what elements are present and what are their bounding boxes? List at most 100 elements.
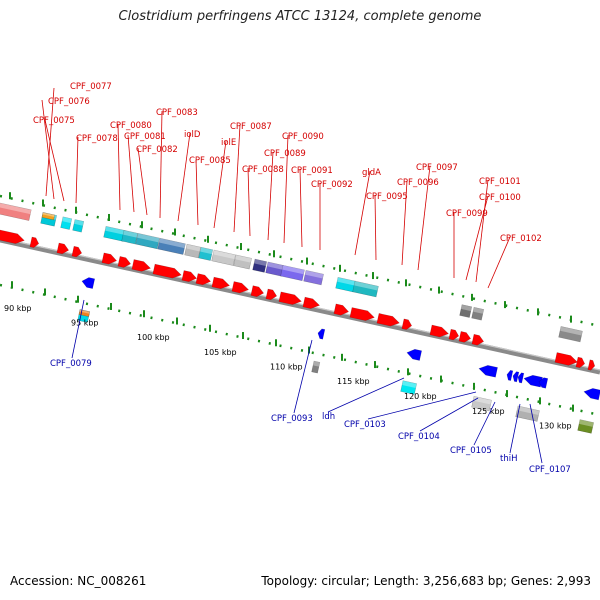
protein-block[interactable] xyxy=(211,249,236,266)
gene-label[interactable]: CPF_0085 xyxy=(189,156,231,166)
protein-block[interactable] xyxy=(72,219,85,233)
forward-gene[interactable] xyxy=(195,273,212,287)
forward-gene[interactable] xyxy=(278,291,303,306)
forward-gene[interactable] xyxy=(181,270,198,283)
forward-gene[interactable] xyxy=(152,263,182,280)
forward-gene[interactable] xyxy=(448,328,460,341)
protein-block[interactable] xyxy=(352,280,379,298)
forward-gene[interactable] xyxy=(401,318,413,331)
reverse-gene[interactable] xyxy=(512,371,520,383)
protein-block[interactable] xyxy=(459,304,473,318)
gene-label[interactable]: ldh xyxy=(322,412,335,422)
gene-label[interactable]: CPF_0075 xyxy=(33,116,75,126)
gene-label[interactable]: CPF_0093 xyxy=(271,414,313,424)
reverse-gene[interactable] xyxy=(523,374,543,388)
reverse-gene[interactable] xyxy=(517,372,525,384)
gene-label[interactable]: CPF_0096 xyxy=(397,178,439,188)
gene-label[interactable]: CPF_0104 xyxy=(398,432,440,442)
forward-gene[interactable] xyxy=(265,288,278,301)
forward-gene[interactable] xyxy=(211,276,231,290)
gene-label[interactable]: CPF_0095 xyxy=(366,192,408,202)
protein-block[interactable] xyxy=(60,216,73,230)
reverse-gene[interactable] xyxy=(81,276,96,289)
protein-block[interactable] xyxy=(198,246,214,261)
gene-label[interactable]: CPF_0099 xyxy=(446,209,488,219)
reverse-gene[interactable] xyxy=(478,364,498,378)
protein-block[interactable] xyxy=(303,270,324,286)
gene-label[interactable]: CPF_0083 xyxy=(156,108,198,118)
gene-label[interactable]: CPF_0091 xyxy=(291,166,333,176)
forward-gene[interactable] xyxy=(250,285,265,298)
forward-gene[interactable] xyxy=(101,252,118,266)
forward-gene[interactable] xyxy=(231,281,250,294)
forward-gene[interactable] xyxy=(131,259,152,273)
protein-block[interactable] xyxy=(311,360,321,374)
forward-gene[interactable] xyxy=(302,296,321,310)
forward-gene[interactable] xyxy=(333,303,350,317)
forward-gene[interactable] xyxy=(376,313,401,327)
forward-gene[interactable] xyxy=(71,245,83,258)
label-leader xyxy=(354,170,371,256)
label-leader xyxy=(195,159,199,226)
reverse-gene[interactable] xyxy=(538,377,549,389)
protein-block[interactable] xyxy=(184,243,201,259)
gene-label[interactable]: CPF_0079 xyxy=(50,359,92,369)
gene-label[interactable]: CPF_0097 xyxy=(416,163,458,173)
reverse-gene[interactable] xyxy=(583,387,600,401)
label-leader xyxy=(487,236,511,289)
forward-gene[interactable] xyxy=(429,324,450,339)
reverse-gene[interactable] xyxy=(406,348,422,361)
forward-gene[interactable] xyxy=(29,236,40,248)
gene-label[interactable]: CPF_0081 xyxy=(124,132,166,142)
protein-block[interactable] xyxy=(233,254,252,270)
gene-label[interactable]: CPF_0078 xyxy=(76,134,118,144)
forward-gene[interactable] xyxy=(56,242,70,255)
gene-label[interactable]: CPF_0101 xyxy=(479,177,521,187)
gene-label[interactable]: CPF_0088 xyxy=(242,165,284,175)
gene-label[interactable]: CPF_0105 xyxy=(450,446,492,456)
gene-label[interactable]: thiH xyxy=(500,454,517,464)
gene-label[interactable]: CPF_0100 xyxy=(479,193,521,203)
gene-label[interactable]: CPF_0082 xyxy=(136,145,178,155)
protein-block[interactable] xyxy=(515,405,540,422)
scale-label: 125 kbp xyxy=(472,407,505,416)
gene-label[interactable]: CPF_0077 xyxy=(70,82,112,92)
gene-label[interactable]: iolD xyxy=(184,130,201,140)
forward-gene[interactable] xyxy=(554,352,579,367)
forward-gene[interactable] xyxy=(575,356,586,369)
forward-gene[interactable] xyxy=(471,333,485,346)
gene-label[interactable]: CPF_0092 xyxy=(311,180,353,190)
forward-gene[interactable] xyxy=(458,331,472,343)
protein-block[interactable] xyxy=(135,233,160,250)
protein-block[interactable] xyxy=(0,202,32,221)
protein-block[interactable] xyxy=(400,380,417,395)
protein-block[interactable] xyxy=(121,229,138,245)
gene-label[interactable]: CPF_0090 xyxy=(282,132,324,142)
gene-label[interactable]: iolE xyxy=(221,138,236,148)
gene-label[interactable]: CPF_0107 xyxy=(529,465,571,475)
gene-label[interactable]: CPF_0080 xyxy=(110,121,152,131)
protein-block[interactable] xyxy=(252,258,268,273)
protein-block[interactable] xyxy=(280,264,305,282)
protein-block[interactable] xyxy=(265,261,284,277)
gene-label[interactable]: CPF_0076 xyxy=(48,97,90,107)
gene-label[interactable]: gldA xyxy=(362,168,381,178)
forward-gene[interactable] xyxy=(117,256,132,268)
gene-label[interactable]: CPF_0087 xyxy=(230,122,272,132)
protein-block[interactable] xyxy=(558,326,583,343)
forward-gene[interactable] xyxy=(349,307,376,322)
protein-block[interactable] xyxy=(157,237,186,255)
gene-label[interactable]: CPF_0103 xyxy=(344,420,386,430)
protein-block[interactable] xyxy=(577,419,594,434)
protein-block[interactable] xyxy=(335,277,356,293)
reverse-gene[interactable] xyxy=(317,328,326,340)
protein-block[interactable] xyxy=(471,306,485,321)
forward-gene[interactable] xyxy=(587,359,596,371)
forward-gene[interactable] xyxy=(0,229,25,245)
reverse-gene[interactable] xyxy=(506,370,514,381)
protein-block[interactable] xyxy=(41,212,56,221)
gene-label[interactable]: CPF_0089 xyxy=(264,149,306,159)
gene-label[interactable]: CPF_0102 xyxy=(500,234,542,244)
